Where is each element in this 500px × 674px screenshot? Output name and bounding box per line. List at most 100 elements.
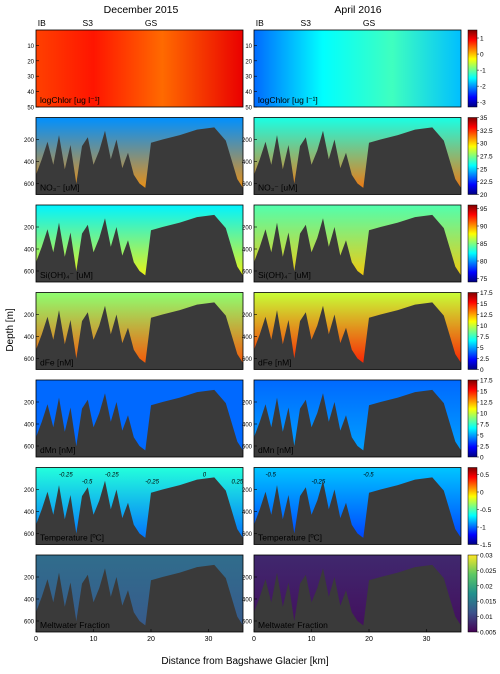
panel-frame — [253, 379, 462, 458]
y-tick-label: 400 — [242, 423, 253, 429]
y-tick-label: 200 — [24, 401, 35, 407]
y-tick-label: 20 — [27, 59, 34, 65]
y-tick-label: 200 — [242, 313, 253, 319]
colorbar-tick-label: 2.5 — [480, 444, 489, 451]
y-tick-label: 200 — [24, 576, 35, 582]
colorbar-tick-label: -1 — [480, 525, 486, 532]
colorbar-fill — [467, 292, 478, 370]
y-tick-label: 30 — [27, 75, 34, 81]
colorbar-tick-label: 10 — [480, 323, 488, 330]
x-axis-label: Distance from Bagshawe Glacier [km] — [161, 656, 329, 667]
column-title-april: April 2016 — [334, 4, 381, 16]
contour-label: -0.5 — [266, 473, 277, 479]
field-fill — [36, 30, 243, 107]
colorbar-fill — [467, 117, 478, 195]
colorbar-tick-label: 35 — [480, 115, 488, 122]
colorbar-tick-label: 5 — [480, 433, 484, 440]
x-tick-label: 10 — [90, 636, 98, 643]
panel-label: Si(OH)₄⁻ [uM] — [40, 270, 93, 280]
seafloor-mask — [36, 564, 243, 632]
colorbar-NO3: 35 32.5 30 27.5 25 22.5 20 — [467, 115, 493, 199]
panel-frame — [35, 292, 244, 370]
seafloor-mask — [36, 389, 243, 457]
panel-label: Temperature [ºC] — [258, 533, 322, 543]
y-tick-label: 600 — [242, 270, 253, 276]
panel-logChlor-apr2016: logChlor [ug l⁻¹] 10 20 30 40 50 — [245, 29, 462, 112]
y-tick-label: 200 — [24, 226, 35, 232]
y-tick-label: 200 — [242, 226, 253, 232]
y-tick-label: 200 — [24, 488, 35, 494]
y-tick-label: 50 — [27, 106, 34, 112]
colorbar-fill — [467, 29, 478, 108]
panel-label: Si(OH)₄⁻ [uM] — [258, 270, 311, 280]
x-tick-label: 30 — [423, 636, 431, 643]
y-tick-label: 600 — [24, 270, 35, 276]
colorbar-tick-label: 1 — [480, 36, 484, 43]
y-tick-label: 400 — [24, 598, 35, 604]
seafloor-mask — [254, 477, 461, 545]
contour-label: -0.25 — [105, 473, 119, 479]
colorbar-tick-label: 32.5 — [480, 128, 493, 135]
panel-label: dFe [nM] — [40, 358, 74, 368]
y-tick-label: 600 — [242, 357, 253, 363]
y-tick-label: 10 — [27, 44, 34, 50]
panel-label: dMn [nM] — [258, 445, 293, 455]
colorbar-fill — [467, 554, 478, 633]
y-tick-label: 600 — [24, 620, 35, 626]
y-tick-label: 400 — [242, 510, 253, 516]
y-tick-label: 400 — [24, 248, 35, 254]
panel-dFe-dec2015: dFe [nM] 200 400 600 — [24, 292, 244, 370]
colorbar-tick-label: 0.005 — [480, 630, 497, 637]
contour-label: -0.25 — [312, 480, 326, 486]
y-tick-label: 400 — [24, 510, 35, 516]
contour-label: -0.25 — [145, 480, 159, 486]
seafloor-mask — [254, 127, 461, 195]
panel-frame — [253, 554, 462, 633]
panel-SiOH4-apr2016: Si(OH)₄⁻ [uM] 200 400 600 — [242, 204, 462, 283]
panel-label: logChlor [ug l⁻¹] — [258, 95, 318, 105]
panel-label: NO₃⁻ [uM] — [40, 183, 80, 193]
y-tick-label: 10 — [245, 44, 252, 50]
colorbar-fill — [467, 379, 478, 458]
panel-logChlor-dec2015: logChlor [ug l⁻¹] 10 20 30 40 50 — [27, 29, 244, 112]
panel-frame — [253, 292, 462, 370]
colorbar-tick-label: 0.5 — [480, 472, 489, 479]
column-title-december: December 2015 — [104, 4, 179, 16]
panel-frame — [253, 29, 462, 108]
colorbar-tick-label: 30 — [480, 141, 488, 148]
colorbar-tick-label: 5 — [480, 345, 484, 352]
colorbar-tick-label: 0.03 — [480, 553, 493, 560]
y-tick-label: 600 — [24, 357, 35, 363]
colorbar-tick-label: -2 — [480, 84, 486, 91]
y-tick-label: 400 — [242, 160, 253, 166]
colorbar-tick-label: -1.5 — [480, 542, 492, 549]
colorbar-tick-label: 95 — [480, 206, 488, 213]
colorbar-logChlor: 1 0 -1 -2 -3 — [467, 29, 486, 108]
colorbar-tick-label: 0 — [480, 490, 484, 497]
y-tick-label: 400 — [242, 335, 253, 341]
y-tick-label: 600 — [24, 532, 35, 538]
seafloor-mask — [36, 477, 243, 545]
seafloor-mask — [254, 214, 461, 282]
colorbar-tick-label: 22.5 — [480, 179, 493, 186]
colorbar-tick-label: 0.025 — [480, 568, 497, 575]
site-label: S3 — [301, 18, 312, 28]
seafloor-mask — [254, 302, 461, 370]
contour-label: -0.5 — [82, 480, 93, 486]
panel-Temperature-dec2015: -0.25 -0.5 -0.25 -0.25 0 0.25 Temperature [ºC]… — [24, 467, 244, 545]
panel-label: Meltwater Fraction — [258, 620, 328, 630]
colorbar-tick-label: 80 — [480, 259, 488, 266]
y-tick-label: 200 — [24, 313, 35, 319]
panel-Meltwater-apr2016: Meltwater Fraction 200 400 600 — [242, 554, 462, 633]
colorbar-dFe: 17.5 15 12.5 10 7.5 5 2.5 0 — [467, 290, 493, 374]
y-tick-label: 400 — [24, 335, 35, 341]
colorbar-tick-label: -0.5 — [480, 507, 492, 514]
colorbar-fill — [467, 204, 478, 283]
x-tick-label: 0 — [34, 636, 38, 643]
x-tick-label: 20 — [365, 636, 373, 643]
y-tick-label: 200 — [242, 576, 253, 582]
colorbar-tick-label: 0 — [480, 367, 484, 374]
panel-SiOH4-dec2015: Si(OH)₄⁻ [uM] 200 400 600 — [24, 204, 244, 283]
